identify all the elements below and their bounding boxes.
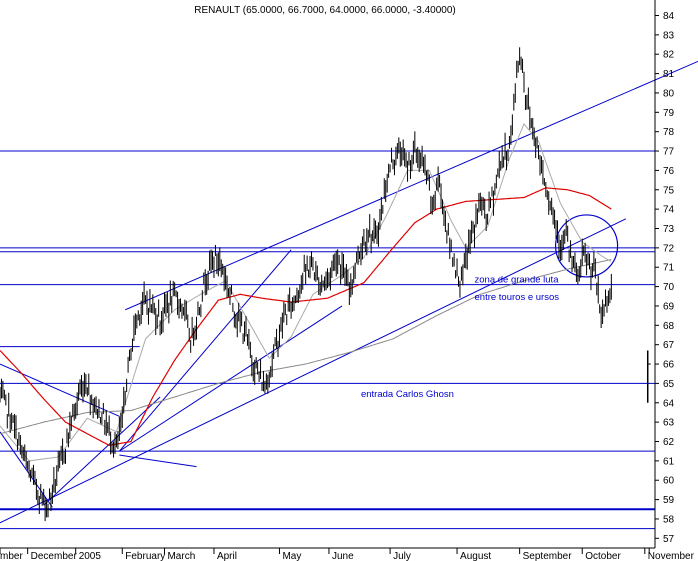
x-tick-label: March xyxy=(167,551,195,561)
horizontal-levels xyxy=(0,150,655,530)
y-tick-label: 64 xyxy=(663,398,675,409)
annotation-text: zona de grande luta xyxy=(475,275,560,286)
y-tick-label: 80 xyxy=(663,88,675,99)
x-tick-label: April xyxy=(217,551,237,561)
y-tick-label: 68 xyxy=(663,321,675,332)
y-tick-label: 74 xyxy=(663,205,675,216)
x-tick-label: mber xyxy=(0,551,23,561)
trendline-v-left xyxy=(0,431,53,508)
trendlines xyxy=(0,60,698,524)
y-tick-label: 67 xyxy=(663,340,675,351)
trendline-fan-flat xyxy=(119,305,343,452)
y-tick-label: 63 xyxy=(663,418,675,429)
y-tick-label: 62 xyxy=(663,437,675,448)
x-tick-label: May xyxy=(282,551,301,561)
trendline-lower-channel xyxy=(0,218,627,524)
trendline-fan-mid xyxy=(118,249,292,452)
y-tick-label: 70 xyxy=(663,282,675,293)
y-tick-label: 75 xyxy=(663,185,675,196)
y-tick-label: 82 xyxy=(663,50,675,61)
chart-title: RENAULT (65.0000, 66.7000, 64.0000, 66.0… xyxy=(194,5,455,16)
y-tick-label: 77 xyxy=(663,147,675,158)
y-tick-label: 72 xyxy=(663,243,675,254)
y-tick-label: 60 xyxy=(663,476,675,487)
trendline-down-left xyxy=(0,363,120,417)
y-tick-label: 83 xyxy=(663,30,675,41)
trendline-fan-steep xyxy=(43,396,161,506)
x-tick-label: August xyxy=(460,551,491,561)
x-tick-label: February xyxy=(125,551,165,561)
y-tick-label: 58 xyxy=(663,514,675,525)
y-tick-label: 65 xyxy=(663,379,675,390)
y-tick-label: 81 xyxy=(663,69,675,80)
annotation-text: entrada Carlos Ghosn xyxy=(361,389,454,400)
y-tick-label: 61 xyxy=(663,456,675,467)
x-tick-label: October xyxy=(585,551,621,561)
trendline-fan-low xyxy=(119,454,197,468)
trendline-upper-channel xyxy=(124,60,698,311)
y-tick-label: 57 xyxy=(663,534,675,545)
y-axis: 57 58 59 60 61 62 63 64 65 66 67 68 69 70 71 72 73 74 75 76… xyxy=(654,0,675,548)
y-tick-label: 71 xyxy=(663,263,675,274)
highlight-circle xyxy=(554,214,619,278)
x-tick-label: September xyxy=(523,551,573,561)
x-tick-label: 2005 xyxy=(79,551,102,561)
annotations: entrada Carlos Ghosn zona de grande luta e… xyxy=(361,275,559,400)
x-tick-label: December xyxy=(31,551,78,561)
y-tick-label: 78 xyxy=(663,127,675,138)
moving-average-medium xyxy=(0,187,612,447)
y-tick-label: 79 xyxy=(663,108,675,119)
y-tick-label: 66 xyxy=(663,360,675,371)
y-tick-label: 59 xyxy=(663,495,675,506)
x-tick-label: November xyxy=(648,551,695,561)
moving-average-long xyxy=(0,259,612,435)
x-axis: mber December 2005 February March April May Jun… xyxy=(0,547,695,561)
price-bars xyxy=(0,47,651,522)
y-tick-label: 76 xyxy=(663,166,675,177)
y-tick-label: 73 xyxy=(663,224,675,235)
x-tick-label: July xyxy=(393,551,411,561)
annotation-text: entre touros e ursos xyxy=(475,292,560,303)
y-tick-label: 84 xyxy=(663,11,675,22)
y-tick-label: 69 xyxy=(663,301,675,312)
x-tick-label: June xyxy=(332,551,354,561)
moving-average-short xyxy=(0,122,612,462)
moving-averages xyxy=(0,122,612,462)
